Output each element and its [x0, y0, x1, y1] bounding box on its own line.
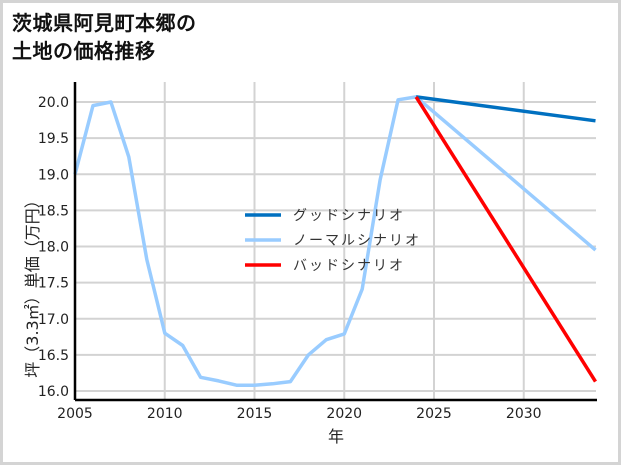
chart-title-line-2: 土地の価格推移	[12, 39, 156, 63]
x-tick-label: 2005	[57, 406, 93, 422]
y-tick-label: 18.0	[38, 240, 69, 256]
series-line-1	[73, 95, 597, 387]
y-tick-label: 20.0	[38, 95, 69, 111]
x-tick-label: 2030	[506, 406, 542, 422]
y-tick-label: 19.0	[38, 167, 69, 183]
y-tick-label: 17.5	[38, 276, 69, 292]
axes	[73, 82, 597, 402]
x-tick-label: 2020	[326, 406, 362, 422]
x-tick-label: 2015	[237, 406, 273, 422]
x-tick-label: 2010	[147, 406, 183, 422]
y-tick-label: 17.0	[38, 312, 69, 328]
chart-title-line-1: 茨城県阿見町本郷の	[12, 11, 197, 35]
legend-label: バッドシナリオ	[293, 258, 405, 274]
data-series	[73, 95, 597, 387]
series-line-0	[415, 95, 596, 123]
y-axis-label: 坪（3.3㎡）単価（万円）	[23, 192, 42, 377]
y-tick-label: 16.5	[38, 348, 69, 364]
legend-label: グッドシナリオ	[293, 208, 405, 224]
chart-title: 茨城県阿見町本郷の 土地の価格推移	[12, 9, 197, 65]
y-tick-label: 16.0	[38, 384, 69, 400]
y-tick-label: 18.5	[38, 203, 69, 219]
x-axis-label: 年	[328, 427, 344, 446]
y-tick-label: 19.5	[38, 131, 69, 147]
series-line-2	[414, 95, 597, 383]
x-tick-labels: 2005 2010 2015 2020 2025 2030	[57, 406, 541, 422]
x-tick-label: 2025	[416, 406, 452, 422]
legend-label: ノーマルシナリオ	[293, 233, 421, 249]
y-tick-labels: 16.0 16.5 17.0 17.5 18.0 18.5 19.0 19.5 20.0	[38, 95, 69, 400]
